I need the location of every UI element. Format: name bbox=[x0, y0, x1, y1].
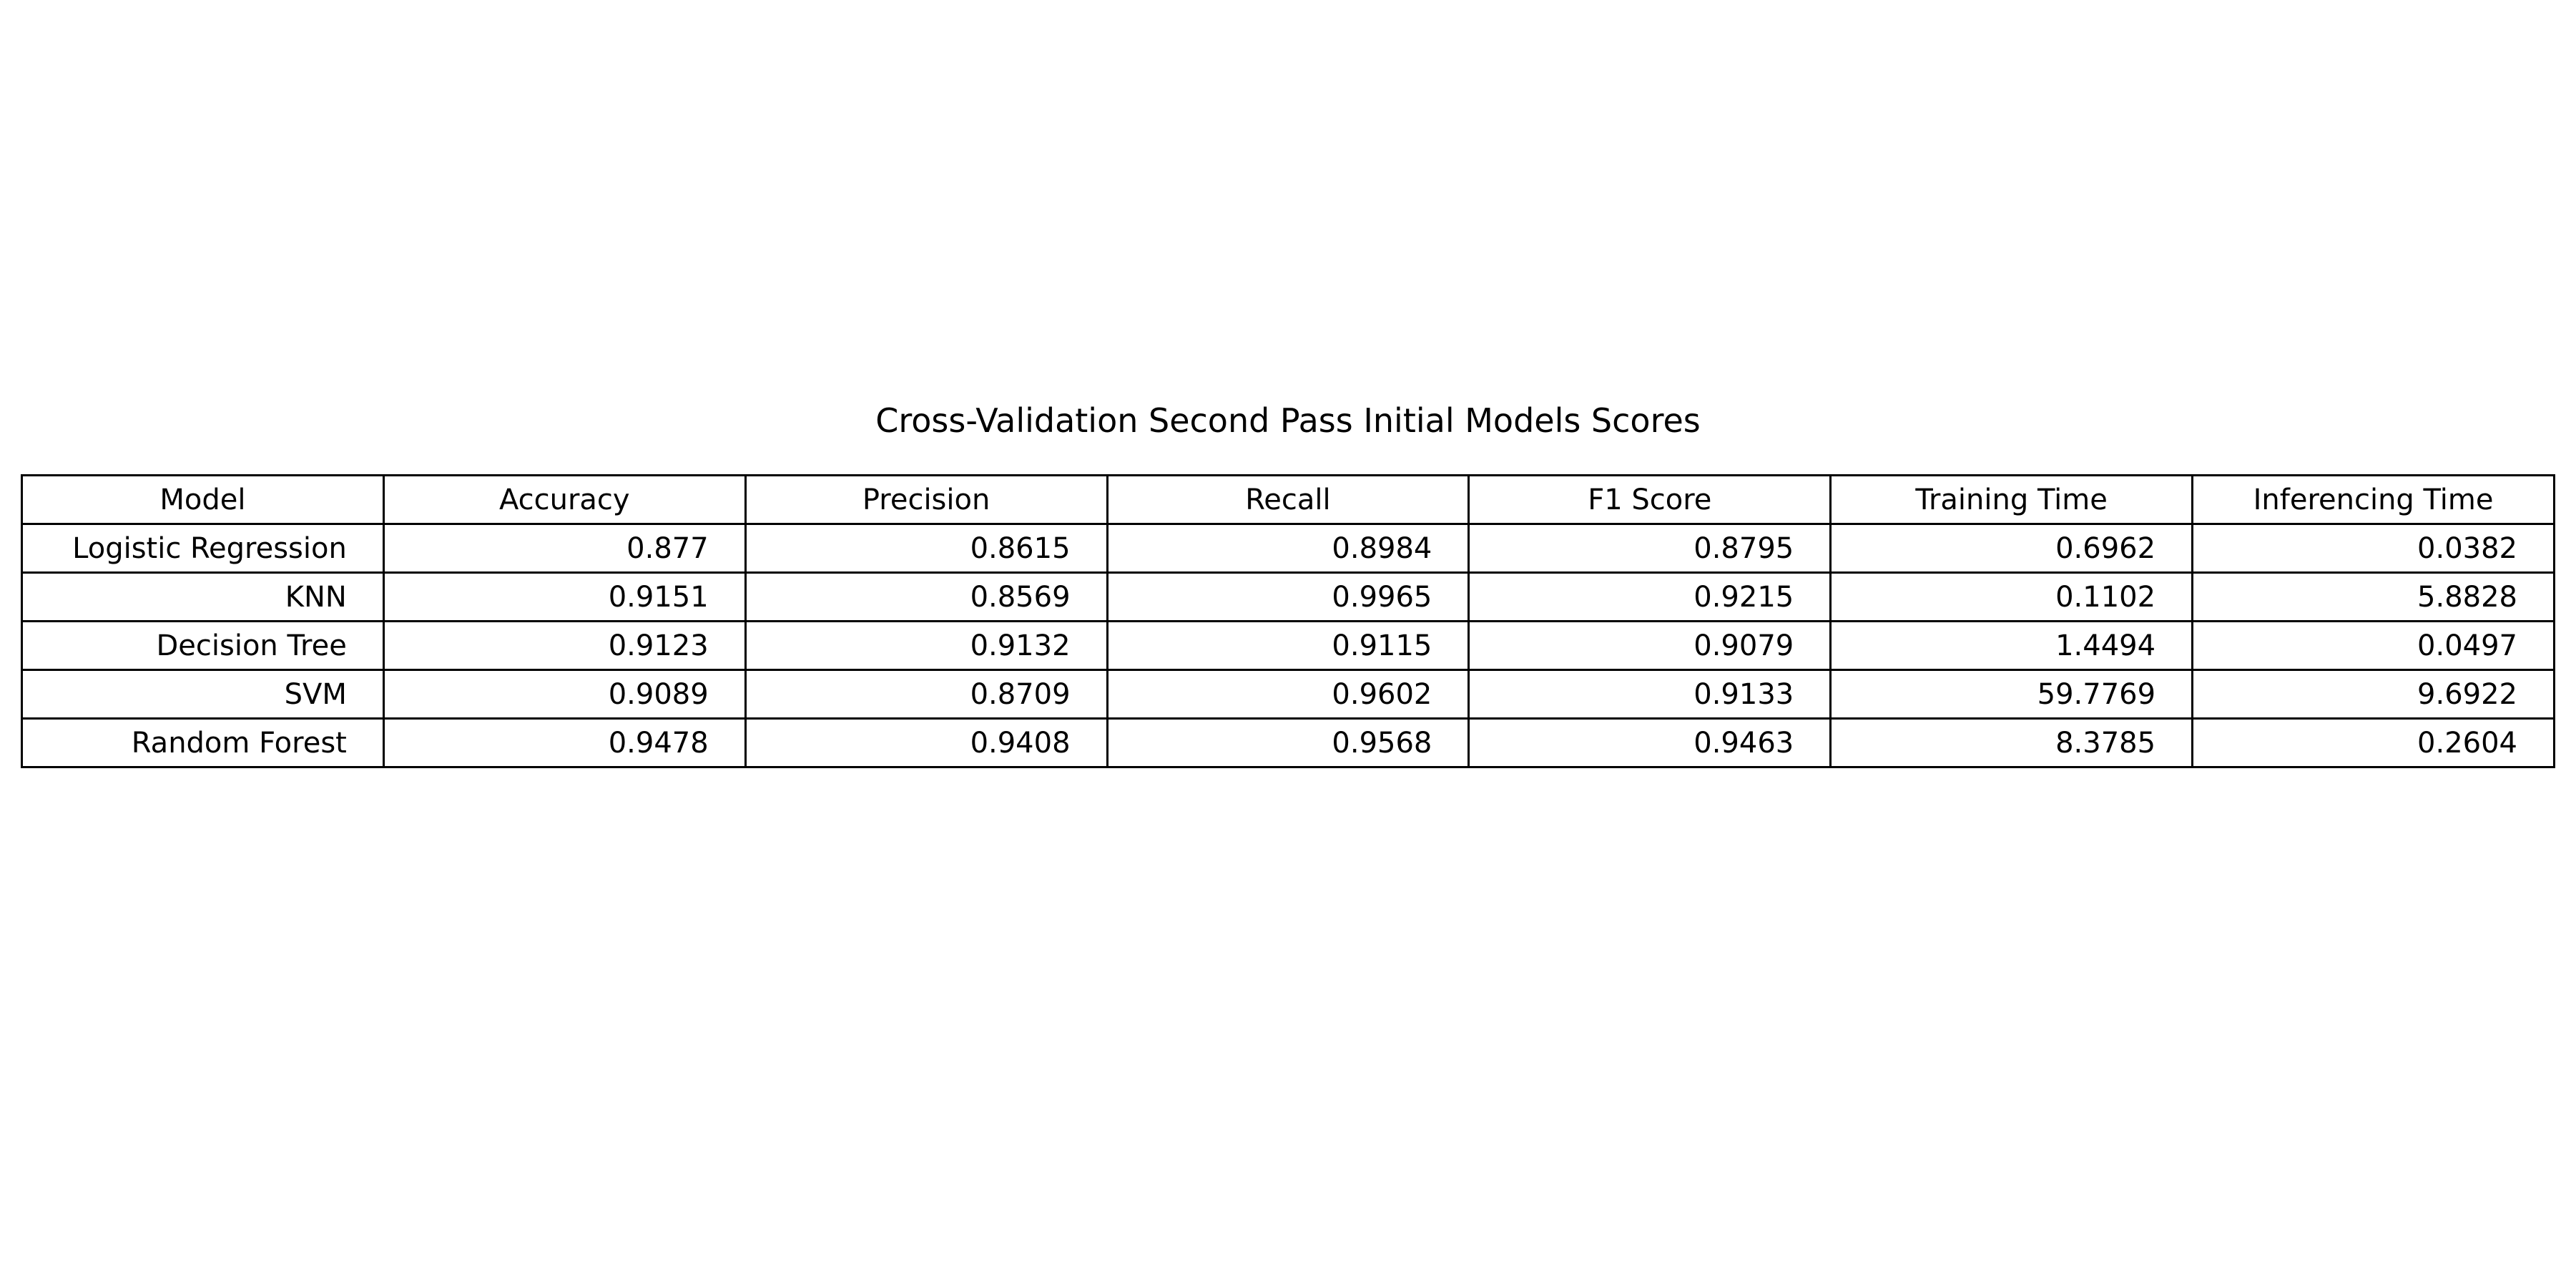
cell-recall: 0.9602 bbox=[1106, 669, 1470, 720]
table-row: Decision Tree 0.9123 0.9132 0.9115 0.907… bbox=[21, 620, 2555, 671]
cell-inferencing-time: 0.2604 bbox=[2191, 717, 2555, 768]
cell-precision: 0.8615 bbox=[744, 523, 1108, 574]
cell-training-time: 0.1102 bbox=[1829, 571, 2194, 622]
header-cell-recall: Recall bbox=[1106, 474, 1470, 525]
cell-precision: 0.9132 bbox=[744, 620, 1108, 671]
cell-inferencing-time: 0.0497 bbox=[2191, 620, 2555, 671]
cell-inferencing-time: 9.6922 bbox=[2191, 669, 2555, 720]
cell-model-name: KNN bbox=[21, 571, 385, 622]
header-cell-training-time: Training Time bbox=[1829, 474, 2194, 525]
cell-inferencing-time: 0.0382 bbox=[2191, 523, 2555, 574]
cell-training-time: 0.6962 bbox=[1829, 523, 2194, 574]
cell-precision: 0.8569 bbox=[744, 571, 1108, 622]
cell-accuracy: 0.877 bbox=[382, 523, 747, 574]
cell-model-name: Random Forest bbox=[21, 717, 385, 768]
cell-model-name: Decision Tree bbox=[21, 620, 385, 671]
cell-inferencing-time: 5.8828 bbox=[2191, 571, 2555, 622]
chart-title: Cross-Validation Second Pass Initial Mod… bbox=[875, 401, 1701, 440]
table-row: SVM 0.9089 0.8709 0.9602 0.9133 59.7769 … bbox=[21, 669, 2555, 720]
cell-f1-score: 0.9133 bbox=[1468, 669, 1832, 720]
cell-accuracy: 0.9478 bbox=[382, 717, 747, 768]
header-cell-inferencing-time: Inferencing Time bbox=[2191, 474, 2555, 525]
cell-precision: 0.8709 bbox=[744, 669, 1108, 720]
header-cell-precision: Precision bbox=[744, 474, 1108, 525]
cell-precision: 0.9408 bbox=[744, 717, 1108, 768]
cell-f1-score: 0.9463 bbox=[1468, 717, 1832, 768]
cell-model-name: Logistic Regression bbox=[21, 523, 385, 574]
cell-f1-score: 0.9079 bbox=[1468, 620, 1832, 671]
cell-model-name: SVM bbox=[21, 669, 385, 720]
header-cell-f1-score: F1 Score bbox=[1468, 474, 1832, 525]
cell-f1-score: 0.8795 bbox=[1468, 523, 1832, 574]
cell-accuracy: 0.9151 bbox=[382, 571, 747, 622]
cell-recall: 0.9115 bbox=[1106, 620, 1470, 671]
table-row: Random Forest 0.9478 0.9408 0.9568 0.946… bbox=[21, 717, 2555, 768]
table-row: KNN 0.9151 0.8569 0.9965 0.9215 0.1102 5… bbox=[21, 571, 2555, 622]
cell-training-time: 1.4494 bbox=[1829, 620, 2194, 671]
table-row: Logistic Regression 0.877 0.8615 0.8984 … bbox=[21, 523, 2555, 574]
scores-table: Model Accuracy Precision Recall F1 Score… bbox=[21, 474, 2555, 768]
cell-training-time: 8.3785 bbox=[1829, 717, 2194, 768]
cell-f1-score: 0.9215 bbox=[1468, 571, 1832, 622]
cell-accuracy: 0.9089 bbox=[382, 669, 747, 720]
cell-accuracy: 0.9123 bbox=[382, 620, 747, 671]
cell-recall: 0.9965 bbox=[1106, 571, 1470, 622]
cell-training-time: 59.7769 bbox=[1829, 669, 2194, 720]
header-cell-model: Model bbox=[21, 474, 385, 525]
cell-recall: 0.9568 bbox=[1106, 717, 1470, 768]
cell-recall: 0.8984 bbox=[1106, 523, 1470, 574]
header-cell-accuracy: Accuracy bbox=[382, 474, 747, 525]
header-row: Model Accuracy Precision Recall F1 Score… bbox=[21, 474, 2555, 525]
